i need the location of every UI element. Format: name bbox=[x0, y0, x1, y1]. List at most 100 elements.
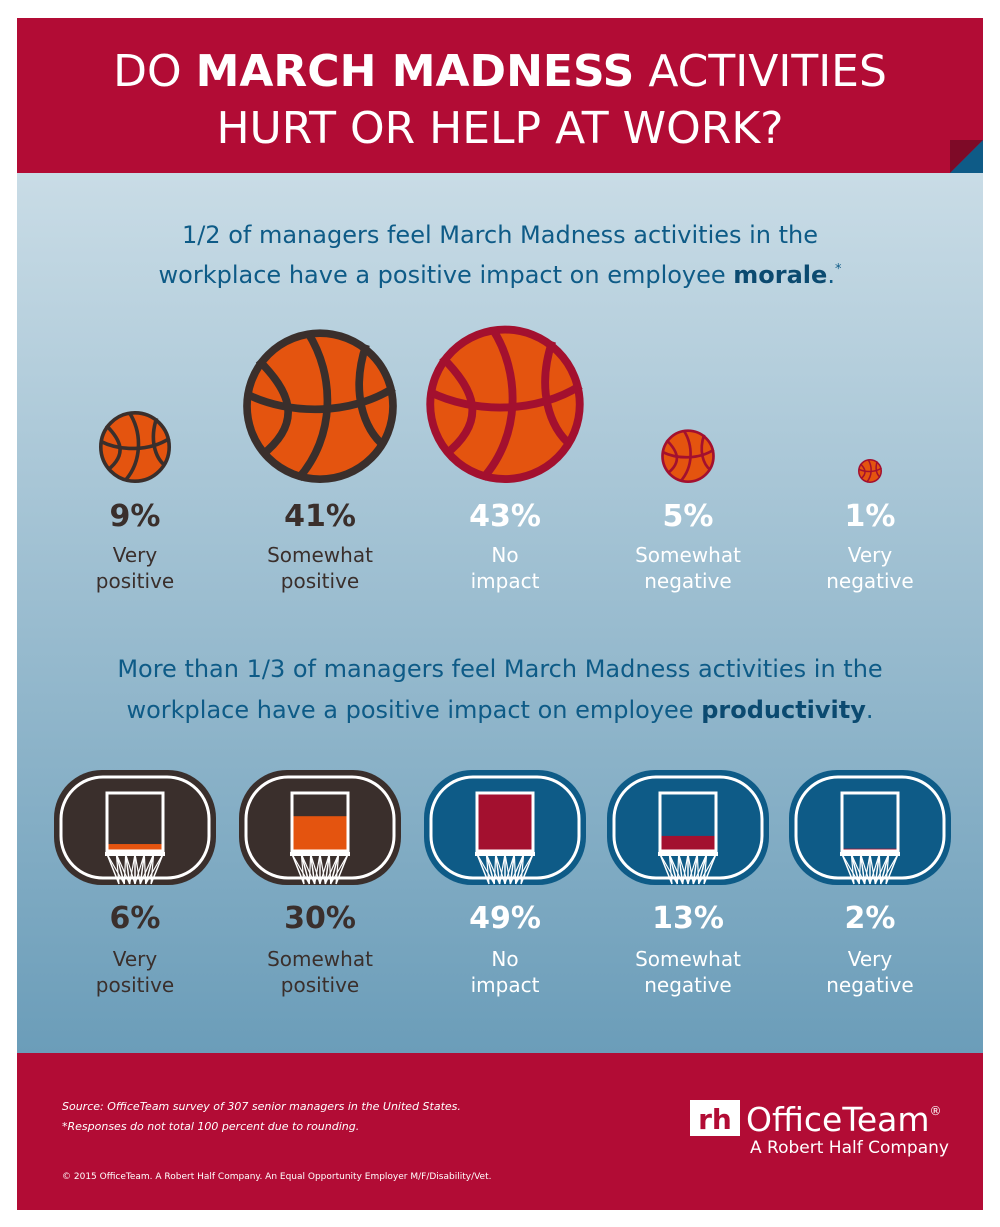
net bbox=[485, 853, 490, 885]
net bbox=[300, 853, 316, 885]
label-line: negative bbox=[826, 973, 913, 997]
net bbox=[885, 853, 899, 885]
net bbox=[841, 853, 855, 885]
ball-seam bbox=[244, 384, 396, 414]
net bbox=[682, 853, 689, 885]
title-part: 1/2 of managers feel March Madness activ… bbox=[182, 221, 818, 249]
net bbox=[860, 853, 871, 885]
title-part: workplace have a positive impact on empl… bbox=[159, 261, 734, 289]
target-square bbox=[105, 791, 165, 853]
title-emphasis: morale bbox=[733, 261, 827, 289]
net bbox=[150, 853, 155, 885]
net bbox=[150, 853, 164, 885]
net bbox=[874, 853, 890, 885]
title-part: More than 1/3 of managers feel March Mad… bbox=[117, 655, 882, 683]
label-line: Very bbox=[848, 947, 893, 971]
net bbox=[495, 853, 506, 885]
net bbox=[324, 853, 331, 885]
ball-seam bbox=[859, 463, 866, 480]
logo-mark: rh bbox=[698, 1103, 732, 1136]
category-label: No impact bbox=[471, 543, 540, 593]
net bbox=[485, 853, 496, 885]
fill-bar bbox=[477, 794, 533, 851]
value-label: 1% bbox=[845, 499, 896, 534]
net bbox=[515, 853, 534, 885]
net bbox=[504, 853, 515, 885]
net bbox=[291, 853, 310, 885]
net bbox=[878, 853, 882, 885]
value-label: 49% bbox=[469, 901, 541, 936]
corner-fold bbox=[950, 140, 983, 173]
net bbox=[692, 853, 699, 885]
body-background bbox=[17, 173, 983, 1053]
label-line: positive bbox=[281, 973, 359, 997]
net bbox=[310, 853, 321, 885]
value-label: 41% bbox=[284, 499, 356, 534]
label-line: Somewhat bbox=[267, 543, 373, 567]
ball-seam bbox=[99, 436, 171, 451]
ball-seams bbox=[244, 330, 396, 481]
net bbox=[125, 853, 136, 885]
chart-title: 1/2 of managers feel March Madness activ… bbox=[182, 221, 818, 249]
net bbox=[850, 853, 855, 885]
net bbox=[697, 853, 708, 885]
net bbox=[504, 853, 511, 885]
net bbox=[309, 853, 316, 885]
net bbox=[476, 853, 490, 885]
title-part: ACTIVITIES bbox=[634, 46, 887, 97]
value-label: 5% bbox=[663, 499, 714, 534]
title-part: DO bbox=[113, 46, 196, 97]
net bbox=[676, 853, 680, 885]
fill-bar bbox=[292, 816, 348, 851]
net bbox=[335, 853, 340, 885]
header-band bbox=[17, 18, 983, 173]
net bbox=[509, 853, 525, 885]
net bbox=[874, 853, 881, 885]
label-line: positive bbox=[96, 569, 174, 593]
value-label: 43% bbox=[469, 499, 541, 534]
ball-seams bbox=[99, 411, 171, 483]
net bbox=[520, 853, 534, 885]
net bbox=[659, 853, 678, 885]
net bbox=[300, 853, 305, 885]
net bbox=[687, 853, 694, 885]
net bbox=[850, 853, 861, 885]
title-part: * bbox=[835, 262, 842, 277]
net bbox=[335, 853, 349, 885]
net bbox=[328, 853, 332, 885]
logo-reg: ® bbox=[930, 1104, 942, 1118]
category-label: Very negative bbox=[826, 947, 913, 997]
net bbox=[106, 853, 120, 885]
net bbox=[659, 853, 673, 885]
category-label: Somewhat positive bbox=[267, 543, 373, 593]
net bbox=[115, 853, 126, 885]
title-part: . bbox=[866, 696, 874, 724]
value-label: 30% bbox=[284, 901, 356, 936]
footer-band bbox=[17, 1053, 983, 1210]
net bbox=[476, 853, 495, 885]
net bbox=[885, 853, 890, 885]
label-line: Very bbox=[848, 543, 893, 567]
title-emphasis: productivity bbox=[701, 696, 866, 724]
backboard bbox=[607, 770, 769, 885]
ball-seam bbox=[541, 340, 574, 449]
net bbox=[677, 853, 684, 885]
net bbox=[115, 853, 120, 885]
ball-seam bbox=[858, 467, 882, 473]
net bbox=[696, 853, 700, 885]
target-square bbox=[475, 791, 535, 853]
net bbox=[134, 853, 145, 885]
net bbox=[858, 853, 862, 885]
net bbox=[143, 853, 147, 885]
ball-seam bbox=[355, 343, 388, 450]
net bbox=[703, 853, 708, 885]
ball-seam bbox=[665, 439, 679, 475]
ball-seams bbox=[661, 429, 715, 483]
value-label: 2% bbox=[845, 901, 896, 936]
title-part: workplace have a positive impact on empl… bbox=[126, 696, 701, 724]
title-emphasis: MARCH MADNESS bbox=[196, 46, 635, 97]
ball-seam bbox=[151, 417, 167, 468]
net bbox=[494, 853, 501, 885]
net bbox=[869, 853, 876, 885]
